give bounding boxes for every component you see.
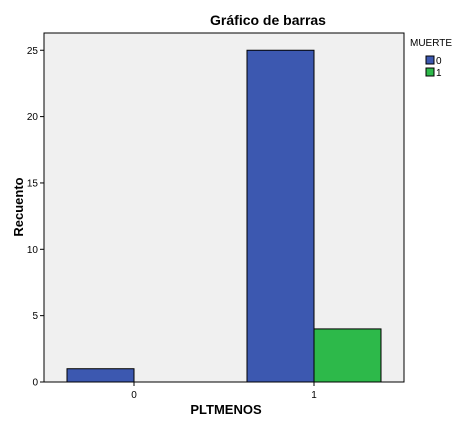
bar-series-1-category-1 xyxy=(313,328,382,383)
y-axis: 0 5 10 15 20 25 xyxy=(27,46,44,389)
legend: MUERTE 01 xyxy=(410,38,452,79)
plot-area xyxy=(43,32,405,383)
legend-title: MUERTE xyxy=(410,38,452,49)
y-axis-title: Recuento xyxy=(11,177,26,236)
y-tick-label: 0 xyxy=(32,378,38,389)
y-tick-label: 10 xyxy=(27,245,39,256)
y-tick-label: 25 xyxy=(27,46,39,57)
x-tick-label: 0 xyxy=(131,390,137,401)
bar-series-0-category-1 xyxy=(246,49,315,383)
legend-swatch xyxy=(425,67,435,77)
legend-label: 0 xyxy=(436,56,442,67)
y-tick-label: 15 xyxy=(27,178,39,189)
x-axis-title: PLTMENOS xyxy=(190,402,262,417)
x-tick-label: 1 xyxy=(311,390,317,401)
chart-title: Gráfico de barras xyxy=(210,12,326,28)
bar-series-0-category-0 xyxy=(66,368,135,383)
bars xyxy=(66,49,382,383)
y-tick-label: 20 xyxy=(27,112,39,123)
y-tick-label: 5 xyxy=(32,311,38,322)
legend-swatch xyxy=(425,55,435,65)
legend-label: 1 xyxy=(436,68,442,79)
